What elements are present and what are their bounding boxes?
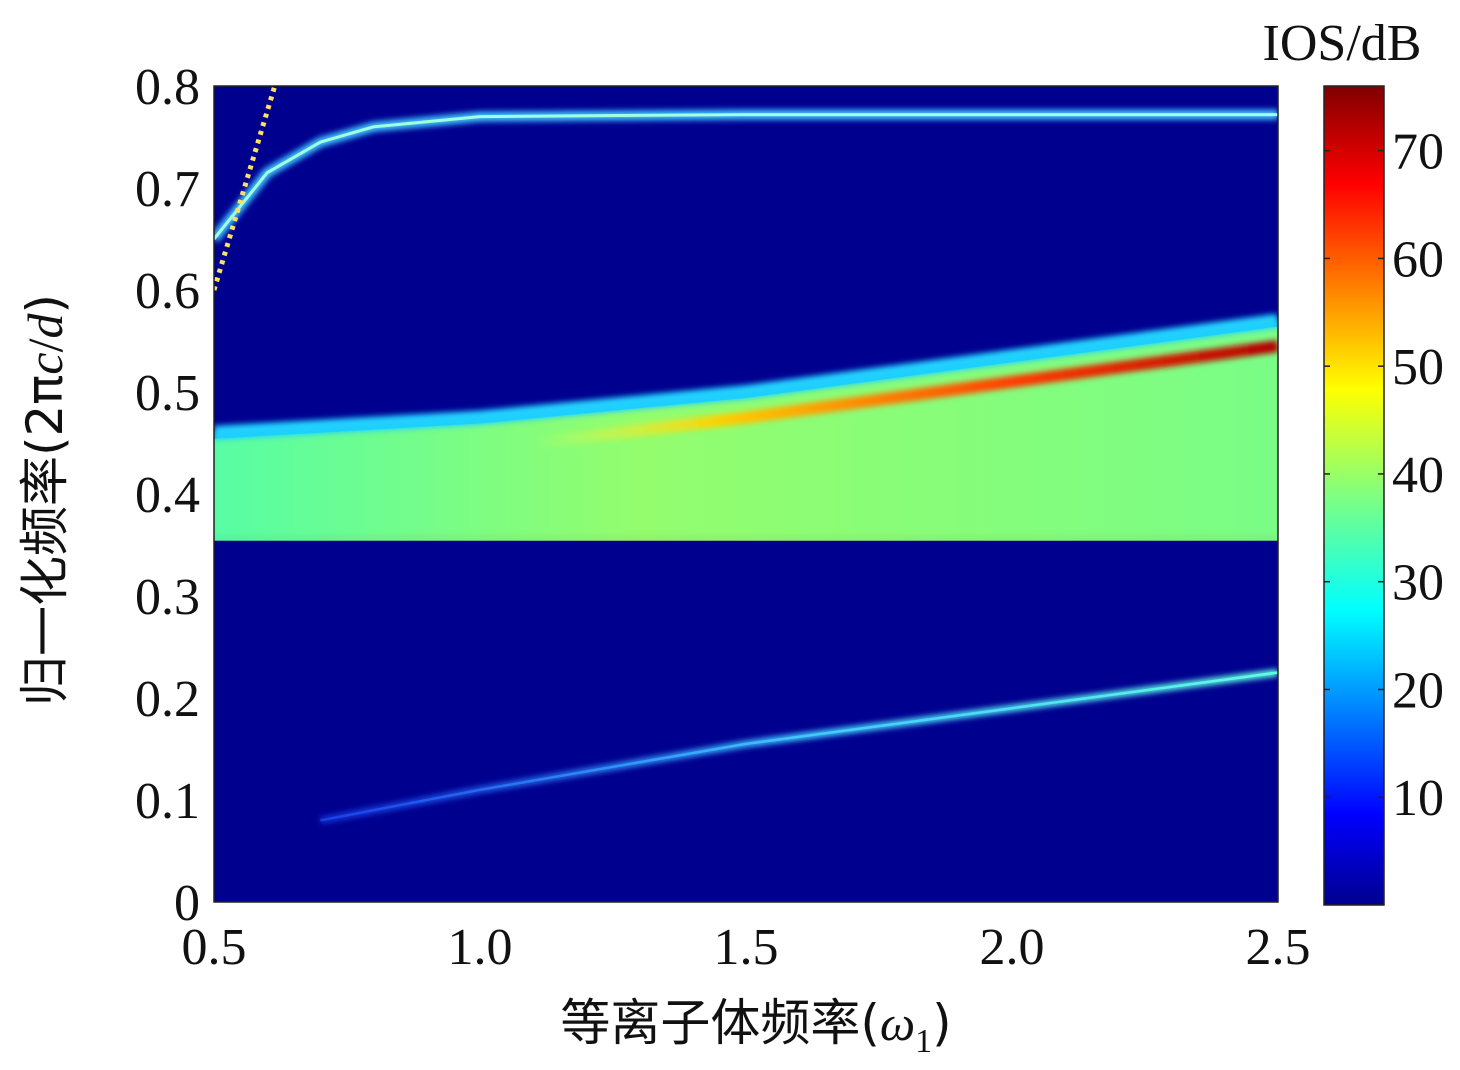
plot-area <box>213 85 1279 903</box>
upper-band-line <box>214 113 1278 240</box>
y-title-slash: / <box>17 338 73 352</box>
lower-band-line <box>320 671 1278 822</box>
x-axis: 0.5 1.0 1.5 2.0 2.5 <box>182 919 1311 976</box>
colorbar-tick-label: 60 <box>1392 231 1444 288</box>
plot-frame <box>213 85 1279 903</box>
colorbar-tick-label: 50 <box>1392 339 1444 396</box>
y-tick-label: 0.2 <box>135 671 200 728</box>
y-axis: 0 0.1 0.2 0.3 0.4 0.5 0.6 0.7 0.8 <box>135 59 200 932</box>
x-title-text: 等离子体频率( <box>560 994 880 1052</box>
light-line <box>214 86 278 291</box>
x-title-subscript: 1 <box>915 1023 932 1060</box>
colorbar-gradient <box>1323 85 1385 906</box>
y-tick-label: 0.3 <box>135 569 200 626</box>
central-band-upper-edge <box>214 313 1278 440</box>
y-title-text: 归一化频率(2π <box>16 375 74 706</box>
y-tick-label: 0.4 <box>135 467 200 524</box>
x-tick-label: 2.0 <box>980 919 1045 976</box>
x-title-close: ) <box>932 994 952 1052</box>
colorbar-tick-label: 70 <box>1392 124 1444 181</box>
y-title-close: ) <box>16 294 74 314</box>
colorbar-tick-label: 20 <box>1392 662 1444 719</box>
colorbar-tick-label: 30 <box>1392 555 1444 612</box>
y-tick-label: 0.5 <box>135 365 200 422</box>
y-title-italic-d: d <box>17 312 73 338</box>
y-tick-label: 0.6 <box>135 263 200 320</box>
x-tick-label: 1.0 <box>448 919 513 976</box>
x-tick-label: 0.5 <box>182 919 247 976</box>
y-tick-label: 0.8 <box>135 59 200 116</box>
resonance-ridge-upper <box>532 340 1278 449</box>
colorbar: 10 20 30 40 50 60 70 <box>1323 85 1444 906</box>
y-axis-title: 归一化频率(2πc/d) <box>16 294 74 706</box>
x-tick-label: 1.5 <box>714 919 779 976</box>
x-tick-label: 2.5 <box>1246 919 1311 976</box>
y-tick-label: 0.1 <box>135 773 200 830</box>
y-title-italic-c: c <box>17 352 73 374</box>
x-title-symbol: ω <box>880 995 915 1051</box>
x-axis-title: 等离子体频率(ω1) <box>560 994 951 1060</box>
colorbar-title: IOS/dB <box>1263 15 1422 72</box>
colorbar-tick-label: 10 <box>1392 770 1444 827</box>
y-tick-label: 0 <box>174 875 200 932</box>
y-tick-label: 0.7 <box>135 161 200 218</box>
heatmap-layer <box>214 86 1278 902</box>
colorbar-tick-label: 40 <box>1392 447 1444 504</box>
